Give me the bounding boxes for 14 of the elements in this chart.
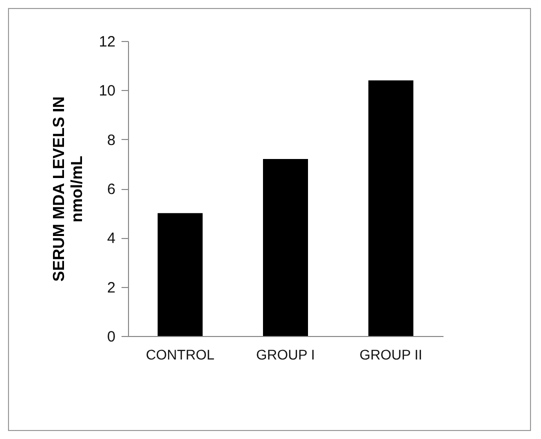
bar [368,80,414,336]
y-tick-label: 12 [98,34,116,50]
y-tick-label: 0 [107,328,116,346]
bar [158,213,203,336]
x-tick-label: CONTROL [146,346,215,362]
x-tick-label: GROUP I [256,346,315,362]
y-tick-label: 10 [98,82,116,100]
y-tick-label: 2 [107,279,116,296]
x-tick-label: GROUP II [359,346,422,362]
y-tick-label: 6 [107,181,116,198]
bar [263,159,308,336]
y-tick-label: 4 [107,230,116,248]
y-tick-label: 8 [107,132,116,149]
y-axis-title: SERUM MDA LEVELS IN nmol/mL [50,96,86,282]
